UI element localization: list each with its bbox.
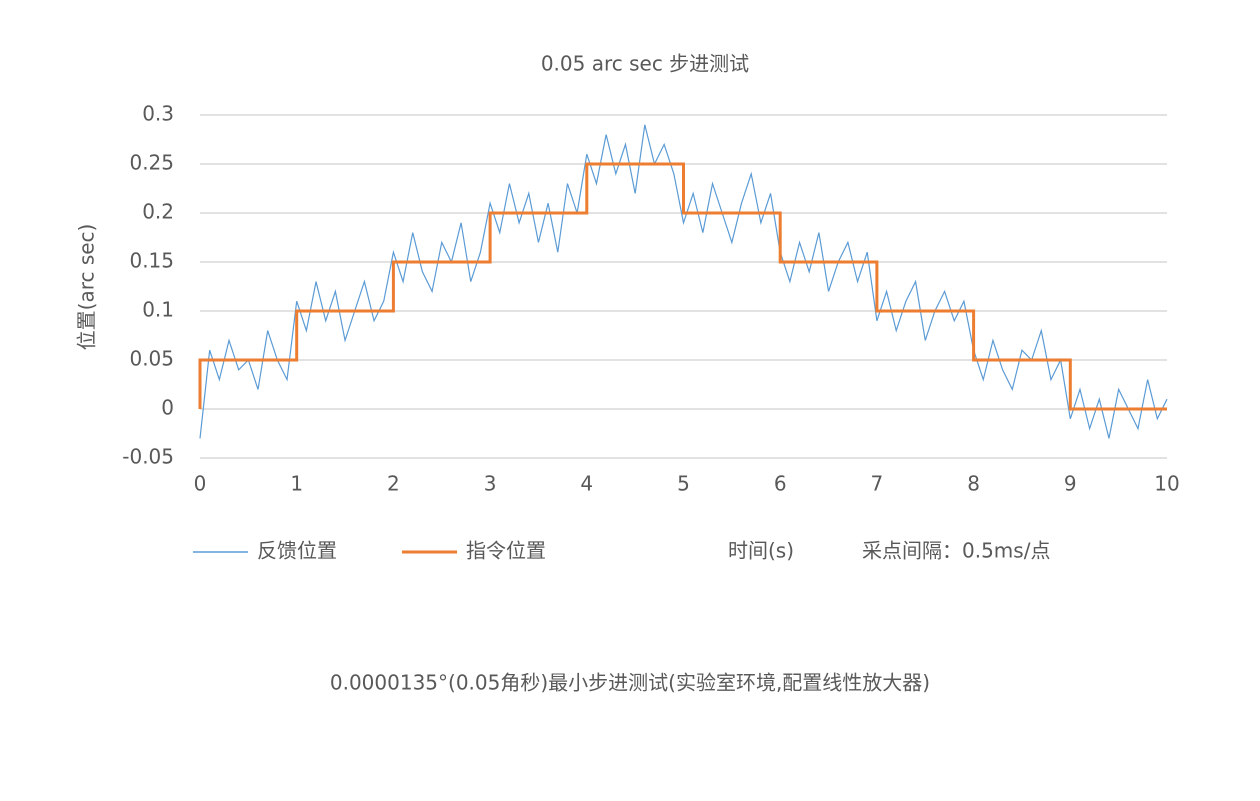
y-tick-label: 0.05 <box>129 347 174 371</box>
x-tick-label: 7 <box>871 472 884 496</box>
x-tick-label: 4 <box>580 472 593 496</box>
y-tick-label: 0.1 <box>142 298 174 322</box>
y-tick-label: 0.15 <box>129 249 174 273</box>
y-tick-label: 0 <box>161 396 174 420</box>
x-tick-label: 6 <box>774 472 787 496</box>
x-tick-label: 5 <box>677 472 690 496</box>
x-tick-label: 8 <box>967 472 980 496</box>
series-line <box>199 124 1168 439</box>
x-axis-label: 时间(s) <box>728 539 794 563</box>
y-tick-label: 0.2 <box>142 200 174 224</box>
chart-title: 0.05 arc sec 步进测试 <box>541 52 749 76</box>
x-tick-label: 0 <box>194 472 207 496</box>
y-tick-label: -0.05 <box>122 445 174 469</box>
y-tick-label: 0.3 <box>142 102 174 126</box>
legend-label: 反馈位置 <box>257 539 337 563</box>
y-tick-label: 0.25 <box>129 151 174 175</box>
legend-label: 指令位置 <box>466 539 546 563</box>
series-line <box>198 162 1167 411</box>
x-tick-label: 9 <box>1064 472 1077 496</box>
y-axis-label: 位置(arc sec) <box>75 224 99 351</box>
x-tick-label: 10 <box>1154 472 1179 496</box>
annotation: 采点间隔：0.5ms/点 <box>862 539 1050 563</box>
caption: 0.0000135°(0.05角秒)最小步进测试(实验室环境,配置线性放大器) <box>330 671 930 695</box>
x-tick-label: 3 <box>484 472 497 496</box>
x-tick-label: 1 <box>290 472 303 496</box>
x-tick-label: 2 <box>387 472 400 496</box>
